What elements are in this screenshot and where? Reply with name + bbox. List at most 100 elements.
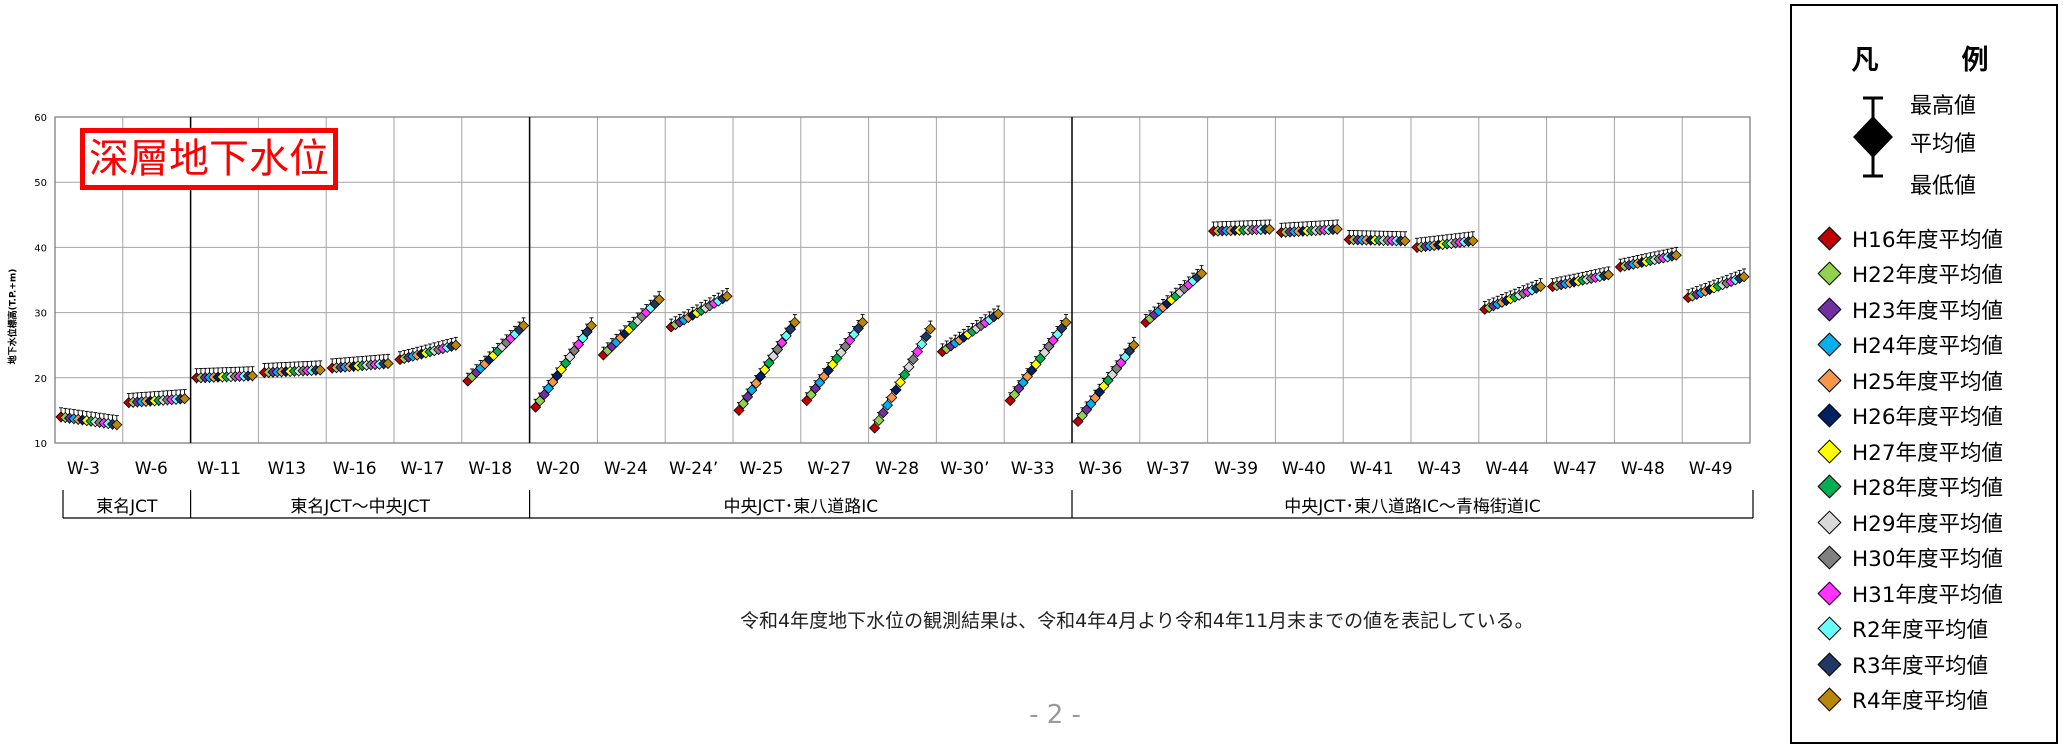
chart-title: 深層地下水位 xyxy=(80,128,338,190)
x-tick-label: W-25 xyxy=(740,459,784,479)
legend-item: H28年度平均値 xyxy=(1817,471,2004,503)
legend-label: H27年度平均値 xyxy=(1852,440,2004,466)
legend-label: H22年度平均値 xyxy=(1852,263,2004,288)
data-point xyxy=(857,316,869,328)
data-point xyxy=(886,391,898,404)
legend-item: H26年度平均値 xyxy=(1817,400,2004,432)
data-point xyxy=(784,323,797,335)
data-point xyxy=(1128,339,1140,351)
legend-marker xyxy=(1817,367,1842,393)
legend-label: H24年度平均値 xyxy=(1852,334,2004,359)
group-label: 中央JCT･東八道路IC xyxy=(723,497,878,517)
legend-marker xyxy=(1817,225,1842,251)
legend-marker xyxy=(1817,474,1842,499)
legend-max-label: 最高値 xyxy=(1910,94,1977,119)
x-tick-label: W-17 xyxy=(401,459,445,479)
x-tick-label: W-18 xyxy=(468,459,512,479)
x-tick-label: W-41 xyxy=(1350,459,1394,479)
legend-marker xyxy=(1817,438,1842,464)
group-label: 東名JCT～中央JCT xyxy=(290,497,430,517)
data-point xyxy=(1738,271,1750,283)
data-point xyxy=(890,384,902,396)
group-label: 東名JCT xyxy=(96,497,158,517)
data-point xyxy=(653,293,665,306)
legend-marker xyxy=(1817,545,1842,570)
group-label: 中央JCT･東八道路IC～青梅街道IC xyxy=(1284,497,1541,517)
legend-label: R2年度平均値 xyxy=(1852,618,1989,643)
x-tick-label: W-30’ xyxy=(940,459,989,479)
y-tick-label: 10 xyxy=(34,439,47,450)
x-tick-label: W-28 xyxy=(875,459,919,479)
legend-label: H26年度平均値 xyxy=(1852,405,2004,430)
plot-border xyxy=(54,116,1751,444)
data-point xyxy=(1467,235,1479,247)
data-point xyxy=(450,339,462,351)
group-brackets: 東名JCT 東名JCT～中央JCT 中央JCT･東八道路IC 中央JCT･東八道路IC… xyxy=(62,490,1754,519)
x-tick-label: W-36 xyxy=(1079,459,1123,479)
data-point xyxy=(881,399,894,411)
x-tick-label: W-33 xyxy=(1011,459,1055,479)
data-point xyxy=(789,316,801,328)
legend-label: H23年度平均値 xyxy=(1852,298,2004,324)
data-point xyxy=(877,407,889,419)
x-tick-label: W-44 xyxy=(1485,459,1529,479)
data-point xyxy=(733,404,745,416)
data-point xyxy=(737,398,749,410)
legend-item: R2年度平均値 xyxy=(1817,613,1989,645)
data-point xyxy=(873,414,885,426)
legend-label: H30年度平均値 xyxy=(1852,547,2004,572)
legend-marker xyxy=(1817,296,1842,322)
data-point xyxy=(585,320,597,332)
data-point xyxy=(246,370,258,382)
y-tick-label: 30 xyxy=(34,309,47,320)
legend-marker xyxy=(1817,580,1842,606)
data-point xyxy=(903,361,915,373)
legend-item: H31年度平均値 xyxy=(1817,577,2004,609)
data-point xyxy=(1602,269,1614,281)
data-point xyxy=(767,350,779,362)
legend-title: 凡 例 xyxy=(1851,45,2017,76)
range-symbol-icon xyxy=(1853,96,1893,178)
data-point xyxy=(1263,223,1275,235)
data-point xyxy=(772,343,784,356)
legend-item: H23年度平均値 xyxy=(1817,293,2004,325)
legend-item: R4年度平均値 xyxy=(1817,684,1989,716)
legend-marker xyxy=(1817,261,1842,286)
legend-label: H31年度平均値 xyxy=(1852,582,2004,608)
x-tick-label: W-24’ xyxy=(669,459,718,479)
data-point xyxy=(314,364,326,376)
data-point xyxy=(869,422,881,434)
x-tick-label: W-37 xyxy=(1146,459,1190,479)
legend-item: H22年度平均値 xyxy=(1817,258,2004,290)
y-tick-label: 40 xyxy=(34,243,47,254)
data-point xyxy=(382,357,394,370)
footnote: 令和4年度地下水位の観測結果は、令和4年4月より令和4年11月末までの値を表記し… xyxy=(740,610,1534,632)
data-point xyxy=(776,337,788,349)
x-tick-label: W-3 xyxy=(67,459,100,479)
x-tick-label: W-16 xyxy=(333,459,377,479)
y-tick-label: 20 xyxy=(34,374,47,385)
data-point xyxy=(111,419,123,431)
data-point xyxy=(746,384,758,396)
legend-label: H25年度平均値 xyxy=(1852,369,2004,395)
data-point xyxy=(721,290,733,302)
legend-mean-label: 平均値 xyxy=(1910,132,1977,157)
legend-item: H25年度平均値 xyxy=(1817,364,2004,396)
y-tick-label: 50 xyxy=(34,178,47,189)
x-tick-labels: W-3 W-6 W-11 W13 W-16 W-17 W-18 W-20 W-24 W-24’ W-… xyxy=(67,459,1733,479)
data-point xyxy=(899,369,911,381)
legend-item: H27年度平均値 xyxy=(1817,435,2004,467)
legend-label: H28年度平均値 xyxy=(1852,476,2004,501)
legend-label: H29年度平均値 xyxy=(1852,511,2004,537)
data-point xyxy=(992,308,1004,320)
data-point xyxy=(754,370,767,383)
data-point xyxy=(911,346,924,358)
x-tick-label: W-40 xyxy=(1282,459,1326,479)
data-point xyxy=(759,364,771,376)
data-point xyxy=(920,330,932,343)
legend-label: R4年度平均値 xyxy=(1852,689,1989,714)
data-point xyxy=(1331,223,1343,235)
legend-min-label: 最低値 xyxy=(1910,174,1977,199)
x-tick-label: W-11 xyxy=(197,459,241,479)
data-point xyxy=(742,391,754,403)
